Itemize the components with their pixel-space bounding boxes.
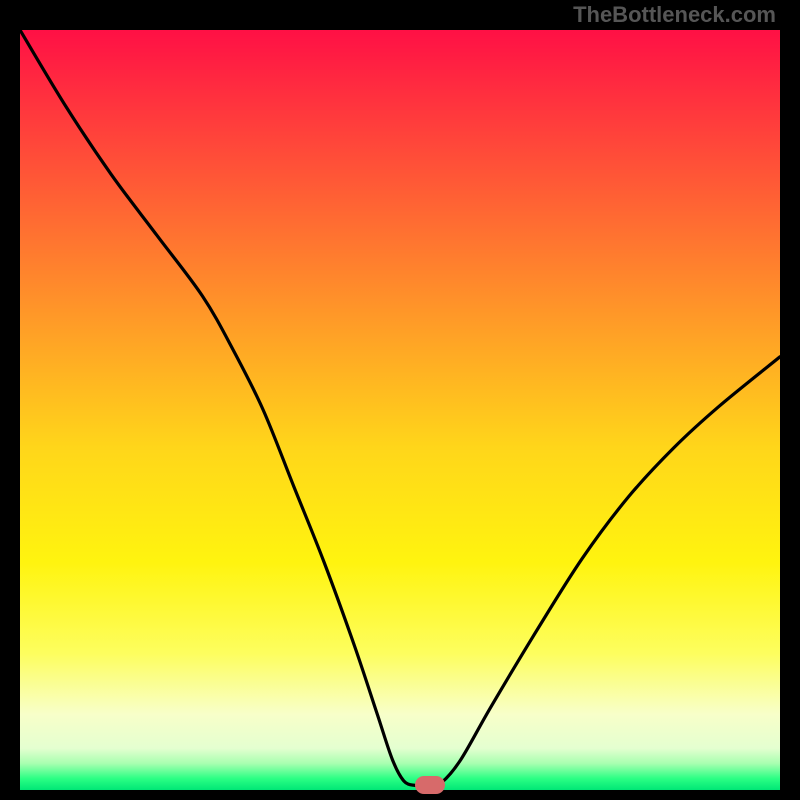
- optimum-marker: [415, 776, 445, 794]
- chart-frame: TheBottleneck.com: [0, 0, 800, 800]
- gradient-and-curve-svg: [20, 30, 780, 790]
- watermark-text: TheBottleneck.com: [573, 2, 776, 28]
- background-gradient: [20, 30, 780, 790]
- plot-area: [20, 30, 780, 790]
